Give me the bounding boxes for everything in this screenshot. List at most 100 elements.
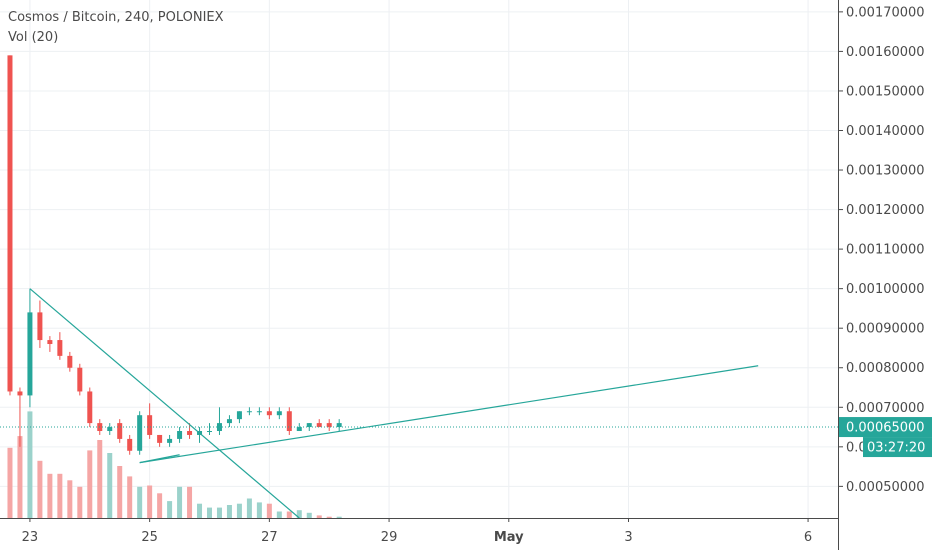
- time-axis: 23 25 27 29 May 3 6: [22, 518, 812, 545]
- candle-body: [286, 411, 292, 432]
- volume-bar: [207, 507, 212, 518]
- candle-body: [306, 423, 312, 428]
- candle-body: [27, 312, 33, 396]
- candle-body: [316, 423, 322, 428]
- candle-body: [157, 434, 163, 443]
- candle: [17, 387, 23, 447]
- candle-body: [137, 415, 143, 451]
- drawings: [29, 288, 759, 519]
- price-tick-label: 0.00080000: [846, 361, 925, 376]
- bar-countdown-label: 03:27:20: [867, 441, 925, 456]
- volume-indicator-label[interactable]: Vol (20): [8, 30, 59, 45]
- candle: [326, 419, 332, 432]
- countdown-badge: [863, 437, 932, 458]
- volume-bar: [306, 512, 312, 518]
- candle: [316, 419, 322, 428]
- candle: [336, 419, 342, 432]
- candle: [256, 407, 262, 416]
- candle-body: [326, 423, 332, 428]
- volume-bar: [47, 473, 53, 518]
- candle-body: [7, 55, 13, 392]
- candle: [57, 332, 63, 360]
- candle: [246, 407, 252, 416]
- volume-bar: [236, 503, 242, 518]
- chart-title[interactable]: Cosmos / Bitcoin, 240, POLONIEX: [8, 10, 224, 25]
- time-tick-label: 3: [624, 530, 632, 545]
- volume-bar: [127, 476, 133, 518]
- price-tick-label: 0.00070000: [846, 401, 925, 416]
- volume-bar: [296, 510, 302, 518]
- volume-bar: [177, 486, 183, 518]
- price-tick-label: 0.00090000: [846, 322, 925, 337]
- volume-bar: [226, 505, 232, 518]
- volume-bar: [147, 485, 153, 518]
- volume-bar: [67, 480, 73, 518]
- volume-bar: [216, 507, 222, 518]
- candle-body: [167, 438, 173, 443]
- candle: [137, 411, 143, 455]
- last-price-badge: [839, 417, 932, 438]
- candle: [216, 407, 222, 435]
- triangle-connector: [139, 454, 180, 464]
- volume-bar: [107, 453, 113, 518]
- volume-bar: [266, 503, 272, 518]
- time-tick-label: May: [494, 530, 524, 545]
- candle: [157, 434, 163, 447]
- price-tick-label: 0.00100000: [846, 282, 925, 297]
- volume-bar: [276, 511, 282, 518]
- candle: [107, 423, 113, 435]
- ascending-trendline: [139, 365, 759, 464]
- volume-bar: [246, 498, 252, 518]
- candle-body: [57, 340, 63, 356]
- volume-bar: [167, 501, 173, 518]
- candle: [47, 336, 53, 352]
- candle-body: [256, 411, 262, 413]
- candle-body: [236, 411, 242, 420]
- descending-trendline: [29, 288, 300, 519]
- candle-body: [67, 355, 73, 368]
- price-tick-label: 0.00170000: [846, 5, 925, 20]
- candle: [236, 411, 242, 424]
- time-tick-label: 29: [381, 530, 398, 545]
- volume-bar: [57, 473, 63, 518]
- time-tick-label: 25: [141, 530, 158, 545]
- candle-body: [266, 411, 272, 416]
- candle: [87, 387, 93, 428]
- price-tick-label: 0.00120000: [846, 203, 925, 218]
- candle: [7, 55, 13, 396]
- candle: [167, 434, 173, 447]
- candle-body: [87, 391, 93, 424]
- volume-bar: [316, 515, 322, 518]
- volume-bar: [286, 511, 292, 518]
- volume-bar: [27, 411, 33, 518]
- time-tick-label: 27: [261, 530, 278, 545]
- candle-body: [177, 431, 183, 439]
- candle-body: [336, 423, 342, 428]
- candle-body: [127, 438, 133, 451]
- candle-body: [17, 391, 23, 396]
- time-tick-label: 6: [804, 530, 812, 545]
- price-tick-label: 0.00150000: [846, 84, 925, 99]
- volume-bar: [97, 440, 103, 518]
- candle-body: [246, 411, 252, 413]
- candle: [286, 407, 292, 435]
- candle: [276, 407, 282, 420]
- volume-bars: [7, 411, 342, 518]
- candles: [7, 55, 342, 455]
- volume-bar: [256, 502, 262, 518]
- price-tick-label: 0.00140000: [846, 124, 925, 139]
- volume-bar: [37, 460, 43, 518]
- candle: [27, 288, 33, 408]
- volume-bar: [187, 486, 193, 518]
- grid-lines: [0, 0, 838, 518]
- candle: [177, 427, 183, 443]
- price-tick-label: 0.00130000: [846, 164, 925, 179]
- candle-body: [276, 411, 282, 416]
- price-tick-label: 0.00160000: [846, 45, 925, 60]
- candle: [127, 434, 133, 455]
- candle: [37, 300, 43, 348]
- volume-bar: [197, 503, 203, 518]
- price-tick-label: 0.00050000: [846, 480, 925, 495]
